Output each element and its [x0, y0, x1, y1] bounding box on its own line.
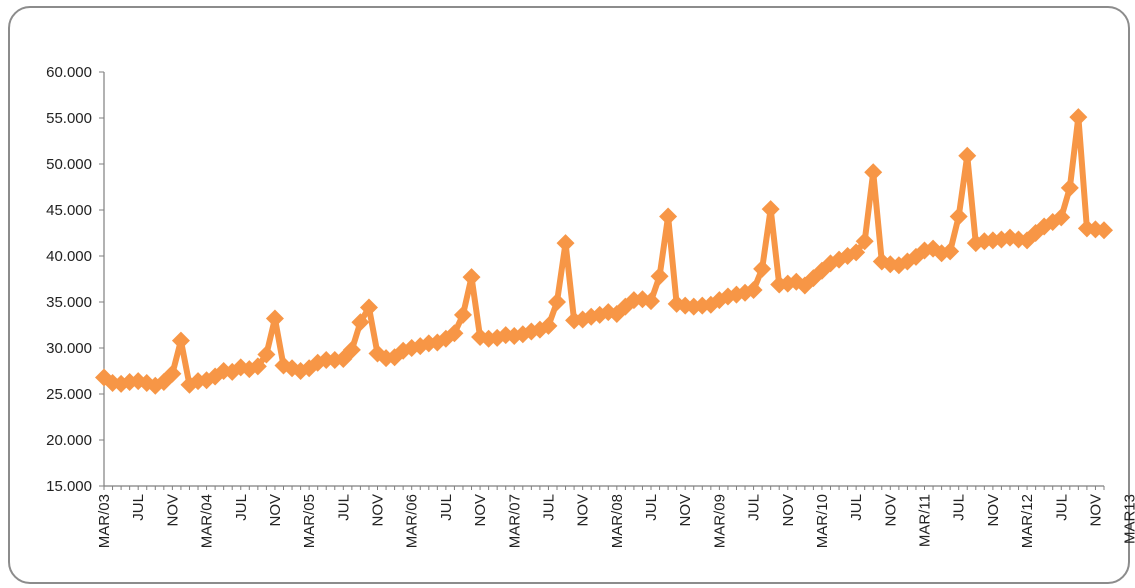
y-tick-label: 60.000 [46, 64, 92, 81]
data-point-marker [547, 293, 566, 311]
y-tick-label: 25.000 [46, 386, 92, 403]
data-point-marker [351, 313, 370, 332]
x-tick-label: JUL [335, 494, 352, 521]
y-tick-label: 55.000 [46, 110, 92, 127]
x-tick-label: MAR/07 [506, 494, 523, 548]
x-tick-label: NOV [267, 494, 284, 527]
data-point-marker [1052, 208, 1071, 227]
data-point-marker [659, 207, 678, 226]
x-tick-label: JUL [540, 494, 557, 521]
y-axis: 15.000 20.000 25.000 30.000 35.000 40.000 45.0… [46, 64, 105, 495]
data-point-marker [112, 374, 131, 393]
x-axis: MAR/03 JUL NOV MAR/04 JUL NOV MAR/05 JUL NOV MAR/… [96, 485, 1135, 548]
x-tick-label: NOV [370, 494, 387, 527]
y-tick-label: 15.000 [46, 478, 92, 495]
x-tick-label: JUL [438, 494, 455, 521]
data-point-marker [359, 298, 378, 317]
x-tick-label: JUL [233, 494, 250, 521]
y-tick-label: 45.000 [46, 202, 92, 219]
data-point-marker [864, 163, 883, 182]
y-tick-label: 50.000 [46, 156, 92, 173]
x-tick-label: JUL [951, 494, 968, 521]
data-point-marker [556, 234, 575, 253]
data-point-marker [744, 281, 763, 300]
x-tick-label: MAR/11 [917, 494, 934, 547]
y-tick-label: 20.000 [46, 432, 92, 449]
x-tick-label: MAR13 [1122, 494, 1135, 544]
x-tick-label: NOV [575, 494, 592, 527]
x-tick-label: MAR/09 [711, 494, 728, 548]
data-point-marker [924, 239, 943, 258]
x-tick-label: MAR/10 [814, 494, 831, 548]
x-tick-label: JUL [848, 494, 865, 521]
data-point-marker [1069, 108, 1088, 127]
x-tick-label: MAR/06 [404, 494, 421, 548]
data-point-marker [898, 252, 917, 271]
y-tick-label: 40.000 [46, 248, 92, 265]
data-point-marker [761, 200, 780, 219]
data-point-marker [941, 242, 960, 261]
x-tick-label: JUL [746, 494, 763, 521]
x-tick-label: NOV [677, 494, 694, 527]
data-point-marker [265, 309, 284, 328]
data-point-marker [1095, 221, 1113, 240]
data-point-marker [462, 268, 481, 287]
data-point-marker [949, 207, 968, 226]
data-point-marker [453, 305, 472, 324]
data-point-marker [1060, 178, 1079, 197]
data-point-marker [163, 364, 182, 383]
x-tick-label: MAR/05 [301, 494, 318, 548]
data-point-marker [257, 345, 276, 364]
data-point-marker [906, 247, 925, 266]
data-point-marker [539, 316, 558, 335]
data-point-marker [753, 259, 772, 278]
x-tick-label: JUL [1053, 494, 1070, 521]
y-tick-label: 30.000 [46, 340, 92, 357]
x-tick-label: NOV [882, 494, 899, 527]
data-point-marker [342, 340, 361, 359]
x-tick-label: NOV [780, 494, 797, 527]
x-tick-label: NOV [472, 494, 489, 527]
data-point-marker [642, 292, 661, 311]
x-tick-label: NOV [164, 494, 181, 527]
x-tick-label: JUL [643, 494, 660, 521]
x-tick-label: MAR/12 [1019, 494, 1036, 548]
data-point-marker [650, 267, 669, 286]
data-point-marker [847, 243, 866, 262]
series-layer [95, 108, 1113, 395]
x-tick-label: MAR/08 [609, 494, 626, 548]
data-point-marker [821, 254, 840, 273]
data-point-marker [958, 146, 977, 165]
data-point-marker [855, 232, 874, 251]
y-tick-label: 35.000 [46, 294, 92, 311]
data-point-marker [171, 331, 190, 350]
x-tick-label: MAR/04 [199, 494, 216, 548]
x-tick-label: MAR/03 [96, 494, 113, 548]
data-point-marker [248, 357, 267, 376]
data-point-marker [445, 324, 464, 343]
x-tick-label: JUL [130, 494, 147, 521]
x-tick-label: NOV [985, 494, 1002, 527]
x-tick-label: NOV [1087, 494, 1104, 527]
